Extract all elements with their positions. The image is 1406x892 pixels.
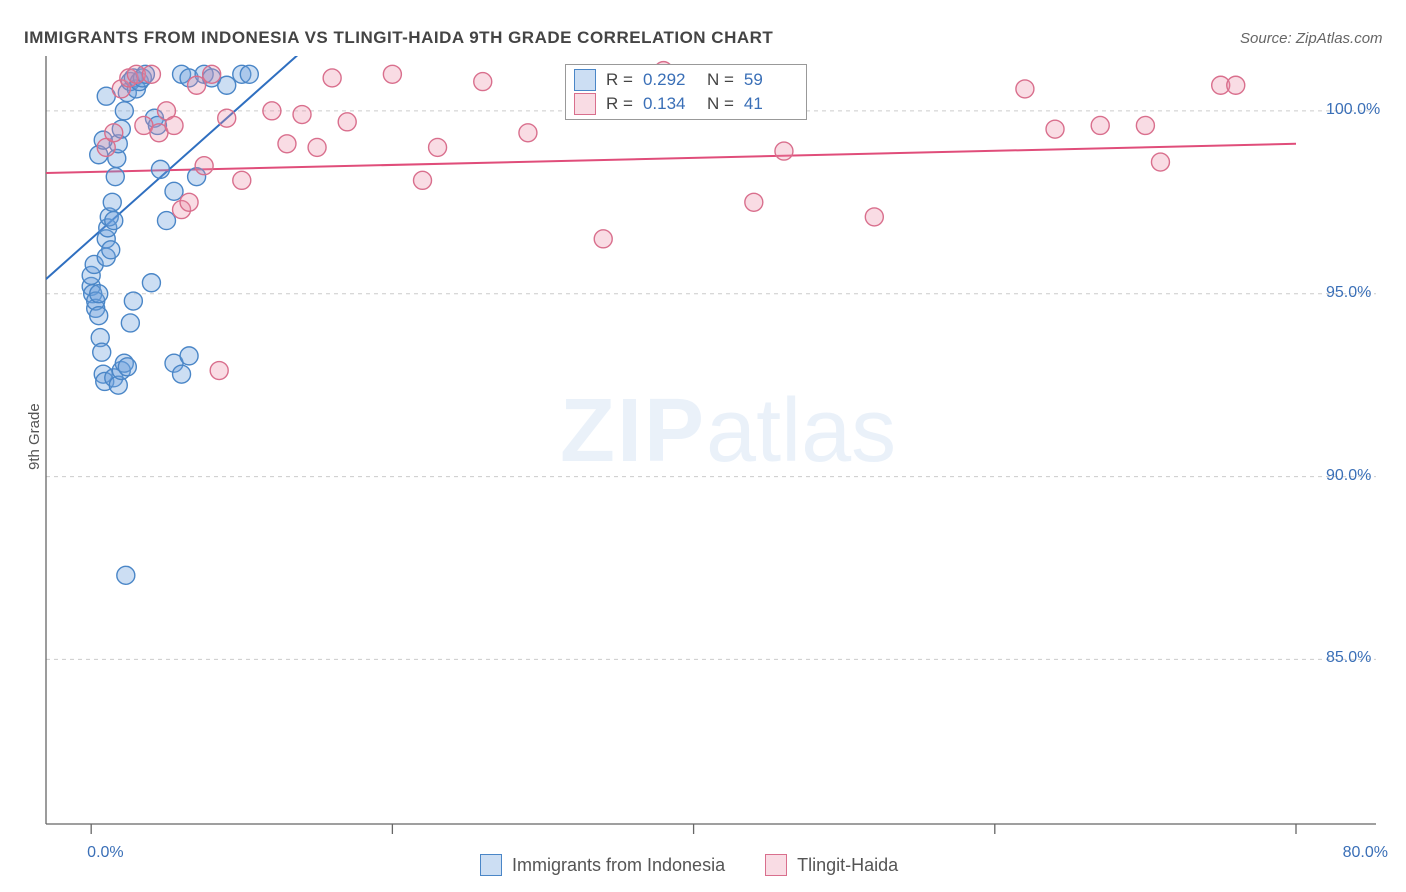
y-tick-label: 90.0%	[1326, 467, 1371, 485]
legend-series-name: Tlingit-Haida	[797, 855, 898, 876]
legend-item: Tlingit-Haida	[765, 854, 898, 876]
legend-row: R = 0.292 N = 59	[574, 69, 798, 91]
n-label: N =	[707, 70, 734, 90]
legend-series-name: Immigrants from Indonesia	[512, 855, 725, 876]
scatter-plot	[0, 0, 1406, 892]
legend-swatch	[480, 854, 502, 876]
y-tick-label: 95.0%	[1326, 284, 1371, 302]
legend-swatch	[574, 93, 596, 115]
r-label: R =	[606, 70, 633, 90]
legend-swatch	[765, 854, 787, 876]
r-value: 0.134	[643, 94, 697, 114]
x-tick-label: 80.0%	[1343, 844, 1388, 862]
legend-row: R = 0.134 N = 41	[574, 93, 798, 115]
correlation-legend: R = 0.292 N = 59 R = 0.134 N = 41	[565, 64, 807, 120]
n-value: 59	[744, 70, 798, 90]
r-value: 0.292	[643, 70, 697, 90]
n-value: 41	[744, 94, 798, 114]
legend-swatch	[574, 69, 596, 91]
x-tick-label: 0.0%	[87, 844, 123, 862]
n-label: N =	[707, 94, 734, 114]
series-legend: Immigrants from Indonesia Tlingit-Haida	[480, 854, 898, 876]
y-tick-label: 100.0%	[1326, 101, 1380, 119]
legend-item: Immigrants from Indonesia	[480, 854, 725, 876]
y-tick-label: 85.0%	[1326, 649, 1371, 667]
r-label: R =	[606, 94, 633, 114]
